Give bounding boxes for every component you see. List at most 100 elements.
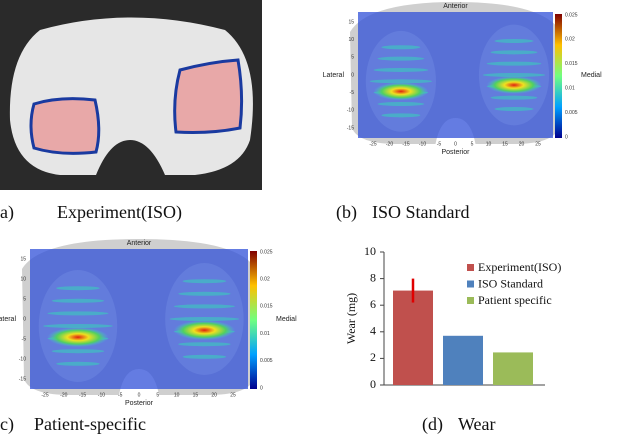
x-tick-label: 20 xyxy=(519,141,525,147)
x-tick-label: 5 xyxy=(156,392,159,398)
photo xyxy=(0,0,262,190)
caption-text: Wear xyxy=(458,414,496,434)
contour xyxy=(378,102,425,106)
contour xyxy=(43,324,113,328)
legend-swatch xyxy=(467,264,474,271)
x-tick-label: -10 xyxy=(98,392,105,398)
x-tick-label: 0 xyxy=(454,141,457,147)
colorbar xyxy=(250,251,257,389)
y-tick-label: 5 xyxy=(23,296,26,302)
x-tick-label: 0 xyxy=(138,392,141,398)
contour xyxy=(495,39,534,43)
hotspot xyxy=(487,76,542,94)
colorbar-label: 0.02 xyxy=(260,277,270,283)
x-tick-label: 25 xyxy=(535,141,541,147)
contour xyxy=(487,62,542,66)
colorbar-label: 0.005 xyxy=(260,358,273,364)
medial-label: Medial xyxy=(581,72,602,79)
y-tick-label: 6 xyxy=(370,297,376,311)
y-tick-label: -15 xyxy=(19,376,26,382)
x-tick-label: -20 xyxy=(386,141,393,147)
caption-label: (b) xyxy=(336,202,357,223)
legend-swatch xyxy=(467,297,474,304)
y-tick-label: -5 xyxy=(350,90,355,96)
y-tick-label: 2 xyxy=(370,350,376,364)
lateral-label: Lateral xyxy=(323,72,345,79)
x-tick-label: -10 xyxy=(419,141,426,147)
x-tick-label: 15 xyxy=(193,392,199,398)
x-tick-label: 25 xyxy=(230,392,236,398)
colorbar-label: 0.01 xyxy=(260,331,270,337)
y-tick-label: -15 xyxy=(347,125,354,131)
x-tick-label: -5 xyxy=(437,141,442,147)
contour xyxy=(174,304,235,308)
contour xyxy=(381,45,420,49)
y-tick-label: 15 xyxy=(348,19,354,25)
lateral-label: Lateral xyxy=(0,316,16,323)
caption-label: (c) xyxy=(0,414,14,435)
contour xyxy=(56,286,100,290)
y-tick-label: 0 xyxy=(23,316,26,322)
y-tick-label: 10 xyxy=(348,37,354,43)
contour xyxy=(170,317,240,321)
contour xyxy=(52,349,104,353)
colorbar-label: 0.02 xyxy=(565,37,575,43)
colorbar-label: 0.025 xyxy=(260,249,273,255)
x-tick-label: -20 xyxy=(60,392,67,398)
caption-label: (d) xyxy=(422,414,443,435)
y-tick-label: -5 xyxy=(22,336,27,342)
y-tick-label: 15 xyxy=(20,256,26,262)
y-axis-title: Wear (mg) xyxy=(344,293,358,344)
anterior-label: Anterior xyxy=(127,240,152,247)
colorbar-label: 0.015 xyxy=(260,304,273,310)
legend-label: Patient specific xyxy=(478,293,552,307)
y-tick-label: 8 xyxy=(370,270,376,284)
posterior-label: Posterior xyxy=(441,149,470,156)
y-tick-label: -10 xyxy=(347,108,354,114)
contour xyxy=(183,355,227,359)
hotspot xyxy=(374,83,429,101)
y-tick-label: 5 xyxy=(351,55,354,61)
contour xyxy=(183,279,227,283)
hotspot xyxy=(47,327,108,347)
legend-label: ISO Standard xyxy=(478,276,543,290)
y-tick-label: 0 xyxy=(351,72,354,78)
contour xyxy=(378,57,425,61)
contour xyxy=(495,107,534,111)
contour xyxy=(178,342,230,346)
caption-text: Experiment(ISO) xyxy=(57,202,182,223)
x-tick-label: -25 xyxy=(369,141,376,147)
caption-label: (a) xyxy=(0,202,14,223)
x-tick-label: -5 xyxy=(118,392,123,398)
contour xyxy=(52,299,104,303)
bar xyxy=(393,291,433,385)
caption-text: Patient-specific xyxy=(34,414,146,434)
legend-label: Experiment(ISO) xyxy=(478,260,561,274)
x-tick-label: -15 xyxy=(79,392,86,398)
colorbar-label: 0 xyxy=(260,385,263,391)
x-tick-label: 10 xyxy=(486,141,492,147)
medial-label: Medial xyxy=(276,316,297,323)
colorbar-label: 0.01 xyxy=(565,86,575,92)
figure: (a) Experiment(ISO) (b) ISO Standard (c)… xyxy=(0,0,628,439)
contour xyxy=(178,292,230,296)
colorbar xyxy=(555,14,562,138)
hotspot xyxy=(174,320,235,340)
contour xyxy=(56,362,100,366)
legend-swatch xyxy=(467,281,474,288)
posterior-label: Posterior xyxy=(125,400,154,407)
y-tick-label: -10 xyxy=(19,356,26,362)
contour xyxy=(381,113,420,117)
colorbar-label: 0.015 xyxy=(565,61,578,67)
x-tick-label: 5 xyxy=(471,141,474,147)
x-tick-label: 10 xyxy=(174,392,180,398)
colorbar-label: 0.005 xyxy=(565,110,578,116)
contour xyxy=(374,68,429,72)
y-tick-label: 4 xyxy=(370,324,376,338)
contour xyxy=(491,50,538,54)
bar xyxy=(443,336,483,385)
x-tick-label: -25 xyxy=(41,392,48,398)
colorbar-label: 0 xyxy=(565,134,568,140)
colorbar-label: 0.025 xyxy=(565,12,578,18)
bar xyxy=(493,352,533,385)
